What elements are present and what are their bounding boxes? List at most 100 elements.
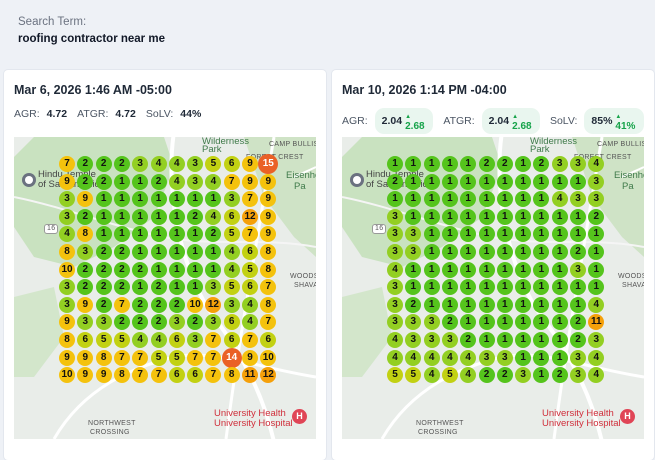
rank-cell[interactable]: 1 — [460, 296, 477, 313]
rank-cell[interactable]: 1 — [551, 244, 568, 260]
rank-cell[interactable]: 2 — [478, 367, 495, 384]
rank-cell[interactable]: 1 — [205, 244, 222, 260]
rank-cell[interactable]: 6 — [223, 208, 240, 225]
rank-cell[interactable]: 7 — [205, 332, 222, 348]
rank-cell[interactable]: 2 — [478, 156, 495, 172]
rank-cell[interactable]: 2 — [113, 244, 130, 260]
rank-cell[interactable]: 2 — [77, 208, 94, 225]
rank-cell[interactable]: 4 — [150, 156, 167, 172]
rank-cell[interactable]: 8 — [59, 244, 75, 260]
rank-cell[interactable]: 3 — [478, 349, 495, 366]
rank-cell[interactable]: 1 — [132, 191, 149, 208]
rank-cell[interactable]: 2 — [77, 261, 94, 278]
rank-cell[interactable]: 1 — [478, 296, 495, 313]
rank-cell[interactable]: 3 — [187, 173, 204, 190]
rank-cell[interactable]: 4 — [168, 156, 185, 172]
rank-cell[interactable]: 4 — [460, 349, 477, 366]
rank-cell[interactable]: 1 — [441, 296, 458, 313]
rank-cell[interactable]: 3 — [423, 314, 440, 331]
rank-cell[interactable]: 1 — [187, 261, 204, 278]
rank-cell[interactable]: 9 — [77, 349, 94, 366]
rank-cell[interactable]: 1 — [441, 279, 458, 296]
rank-cell[interactable]: 11 — [588, 314, 605, 331]
rank-cell[interactable]: 1 — [533, 261, 550, 278]
rank-cell[interactable]: 1 — [570, 296, 586, 313]
rank-cell[interactable]: 9 — [260, 191, 277, 208]
rank-cell[interactable]: 1 — [460, 279, 477, 296]
rank-cell[interactable]: 2 — [150, 173, 167, 190]
rank-cell[interactable]: 3 — [168, 314, 185, 331]
rank-cell[interactable]: 1 — [533, 191, 550, 208]
rank-cell[interactable]: 3 — [423, 332, 440, 348]
rank-cell[interactable]: 9 — [242, 349, 258, 366]
rank-cell[interactable]: 1 — [570, 208, 586, 225]
rank-cell[interactable]: 5 — [95, 332, 112, 348]
rank-cell[interactable]: 1 — [570, 226, 586, 243]
rank-cell[interactable]: 3 — [205, 279, 222, 296]
rank-cell[interactable]: 7 — [242, 226, 258, 243]
rank-cell[interactable]: 1 — [496, 244, 513, 260]
rank-cell[interactable]: 1 — [533, 349, 550, 366]
rank-cell[interactable]: 9 — [260, 226, 277, 243]
rank-cell[interactable]: 2 — [387, 173, 403, 190]
rank-cell[interactable]: 1 — [405, 173, 422, 190]
rank-cell[interactable]: 3 — [95, 314, 112, 331]
rank-cell[interactable]: 1 — [533, 279, 550, 296]
rank-cell[interactable]: 1 — [150, 208, 167, 225]
rank-cell[interactable]: 2 — [187, 208, 204, 225]
rank-cell[interactable]: 8 — [223, 367, 240, 384]
rank-cell[interactable]: 2 — [570, 314, 586, 331]
rank-cell[interactable]: 2 — [441, 314, 458, 331]
rank-cell[interactable]: 5 — [223, 279, 240, 296]
rank-cell[interactable]: 1 — [460, 261, 477, 278]
rank-cell[interactable]: 1 — [187, 279, 204, 296]
rank-cell[interactable]: 1 — [551, 332, 568, 348]
rank-cell[interactable]: 3 — [77, 244, 94, 260]
rank-cell[interactable]: 2 — [168, 296, 185, 313]
rank-cell[interactable]: 1 — [478, 226, 495, 243]
rank-cell[interactable]: 8 — [260, 261, 277, 278]
rank-cell[interactable]: 1 — [405, 279, 422, 296]
rank-cell[interactable]: 7 — [242, 332, 258, 348]
rank-cell[interactable]: 1 — [150, 191, 167, 208]
rank-cell[interactable]: 3 — [570, 191, 586, 208]
rank-cell[interactable]: 3 — [387, 279, 403, 296]
rank-cell[interactable]: 4 — [150, 332, 167, 348]
rank-cell[interactable]: 1 — [551, 296, 568, 313]
rank-cell[interactable]: 4 — [387, 332, 403, 348]
rank-cell[interactable]: 1 — [460, 173, 477, 190]
rank-cell[interactable]: 5 — [150, 349, 167, 366]
rank-cell[interactable]: 7 — [113, 349, 130, 366]
rank-cell[interactable]: 1 — [588, 226, 605, 243]
rank-cell[interactable]: 1 — [570, 173, 586, 190]
rank-cell[interactable]: 12 — [260, 367, 277, 384]
rank-cell[interactable]: 1 — [168, 208, 185, 225]
rank-cell[interactable]: 5 — [223, 226, 240, 243]
rank-cell[interactable]: 1 — [533, 296, 550, 313]
rank-cell[interactable]: 1 — [496, 173, 513, 190]
rank-cell[interactable]: 10 — [59, 367, 75, 384]
rank-cell[interactable]: 7 — [242, 191, 258, 208]
rank-cell[interactable]: 2 — [95, 261, 112, 278]
rank-cell[interactable]: 1 — [460, 156, 477, 172]
rank-cell[interactable]: 2 — [150, 296, 167, 313]
rank-cell[interactable]: 10 — [260, 349, 277, 366]
rank-cell[interactable]: 1 — [496, 296, 513, 313]
rank-cell[interactable]: 3 — [515, 367, 532, 384]
rank-cell[interactable]: 4 — [168, 173, 185, 190]
rank-cell[interactable]: 3 — [205, 314, 222, 331]
rank-cell[interactable]: 7 — [132, 349, 149, 366]
rank-cell[interactable]: 9 — [242, 173, 258, 190]
rank-cell[interactable]: 12 — [242, 208, 258, 225]
rank-cell[interactable]: 6 — [187, 367, 204, 384]
rank-cell[interactable]: 2 — [95, 296, 112, 313]
rank-cell[interactable]: 4 — [460, 367, 477, 384]
rank-cell[interactable]: 1 — [460, 191, 477, 208]
rank-cell[interactable]: 6 — [260, 332, 277, 348]
rank-cell[interactable]: 1 — [515, 279, 532, 296]
rank-cell[interactable]: 1 — [533, 226, 550, 243]
rank-cell[interactable]: 2 — [95, 279, 112, 296]
rank-cell[interactable]: 1 — [588, 279, 605, 296]
rank-cell[interactable]: 3 — [187, 156, 204, 172]
rank-cell[interactable]: 3 — [387, 244, 403, 260]
